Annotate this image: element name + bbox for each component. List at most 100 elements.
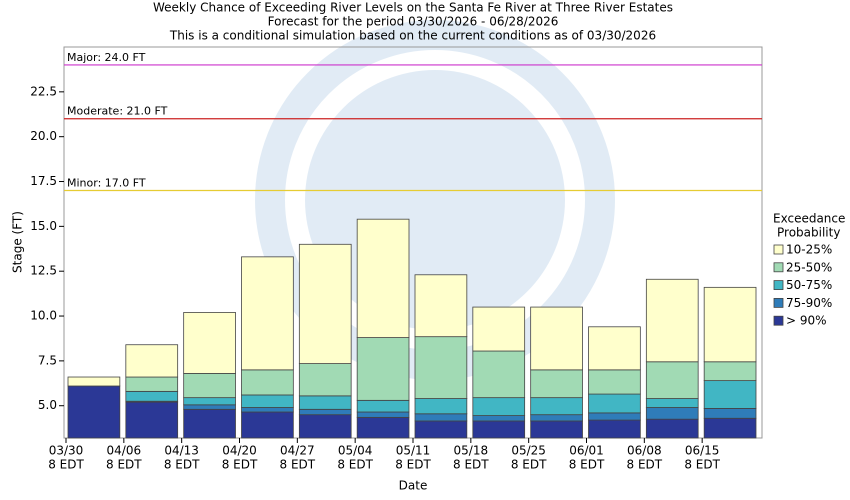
y-tick-label: 17.5 (30, 174, 57, 188)
bar-segment (183, 373, 236, 399)
y-tick-label: 15.0 (30, 219, 57, 233)
legend-title: Probability (777, 226, 840, 240)
x-tick-label: 06/01 (569, 444, 604, 458)
bar-segment (241, 256, 294, 371)
legend-swatch (773, 297, 784, 308)
bar-segment (183, 408, 236, 439)
bar-segment (588, 412, 641, 421)
bar-segment (125, 401, 179, 439)
y-tick-label: 10.0 (30, 309, 57, 323)
bar-segment (298, 414, 352, 439)
x-tick-sublabel: 8 EDT (280, 458, 316, 472)
legend-label: 25-50% (786, 260, 832, 274)
bar-segment (703, 361, 757, 382)
x-tick-sublabel: 8 EDT (511, 458, 547, 472)
bar-segment (414, 420, 468, 439)
bar-segment (472, 350, 526, 399)
y-tick-label: 20.0 (30, 129, 57, 143)
bar-segment (67, 385, 121, 439)
bar-segment (530, 397, 583, 416)
bar-segment (183, 404, 236, 410)
bar-segment (588, 419, 641, 439)
bar-segment (472, 415, 526, 422)
legend-swatch (773, 244, 784, 255)
bar-segment (183, 397, 236, 406)
bar-segment (356, 337, 410, 401)
threshold-label: Minor: 17.0 FT (67, 176, 146, 189)
y-tick-label: 12.5 (30, 264, 57, 278)
chart-subtitle: Forecast for the period 03/30/2026 - 06/… (268, 15, 559, 29)
x-tick-label: 04/06 (107, 444, 142, 458)
bar-segment (414, 274, 468, 338)
legend-swatch (773, 315, 784, 326)
x-tick-label: 04/27 (280, 444, 315, 458)
bar-segment (125, 390, 179, 402)
y-tick-label: 22.5 (30, 84, 57, 98)
bar-segment (298, 408, 352, 416)
bar-segment (414, 398, 468, 415)
y-tick-label: 7.5 (38, 353, 57, 367)
x-tick-sublabel: 8 EDT (48, 458, 84, 472)
bar-segment (356, 416, 410, 439)
bar-segment (703, 286, 757, 363)
bar-segment (241, 394, 294, 408)
bar-segment (241, 407, 294, 413)
legend-label: > 90% (786, 314, 827, 328)
bar-segment (241, 411, 294, 439)
bar-segment (472, 397, 526, 416)
x-tick-sublabel: 8 EDT (164, 458, 200, 472)
x-tick-sublabel: 8 EDT (453, 458, 489, 472)
x-tick-sublabel: 8 EDT (337, 458, 373, 472)
bar-segment (472, 420, 526, 439)
bar-segment (530, 306, 583, 371)
bar-segment (356, 399, 410, 413)
legend-swatch (773, 262, 784, 273)
x-tick-sublabel: 8 EDT (569, 458, 605, 472)
bar-segment (588, 393, 641, 414)
x-tick-sublabel: 8 EDT (627, 458, 663, 472)
bar-segment (703, 408, 757, 419)
x-tick-label: 06/15 (685, 444, 720, 458)
legend-label: 50-75% (786, 278, 832, 292)
x-tick-label: 05/11 (396, 444, 431, 458)
bar-segment (703, 417, 757, 439)
bar-segment (645, 278, 699, 363)
x-tick-label: 03/30 (49, 444, 84, 458)
bar-segment (645, 361, 699, 399)
chart-note: This is a conditional simulation based o… (169, 29, 656, 43)
legend-label: 75-90% (786, 296, 832, 310)
bar-segment (645, 418, 699, 439)
threshold-label: Moderate: 21.0 FT (67, 105, 168, 118)
bar-segment (183, 312, 236, 374)
bar-segment (530, 369, 583, 399)
y-axis-label: Stage (FT) (11, 211, 25, 273)
x-tick-label: 06/08 (627, 444, 662, 458)
legend-swatch (773, 280, 784, 291)
y-tick-label: 5.0 (38, 398, 57, 412)
threshold-label: Major: 24.0 FT (67, 51, 146, 64)
bar-segment (67, 376, 121, 387)
bar-segment (645, 407, 699, 420)
bar-segment (645, 398, 699, 408)
x-tick-sublabel: 8 EDT (395, 458, 431, 472)
bar-segment (414, 413, 468, 422)
bar-segment (530, 420, 583, 439)
bar-segment (241, 369, 294, 396)
bar-segment (414, 336, 468, 399)
x-tick-label: 04/20 (222, 444, 257, 458)
bar-segment (125, 376, 179, 392)
legend-label: 10-25% (786, 243, 832, 257)
x-tick-label: 05/18 (454, 444, 489, 458)
x-tick-label: 04/13 (164, 444, 199, 458)
x-tick-label: 05/04 (338, 444, 373, 458)
chart-title: Weekly Chance of Exceeding River Levels … (153, 1, 673, 15)
x-axis-label: Date (399, 479, 428, 493)
bar-segment (472, 306, 526, 352)
x-tick-sublabel: 8 EDT (222, 458, 258, 472)
bar-segment (588, 326, 641, 371)
bar-segment (298, 363, 352, 397)
x-tick-label: 05/25 (511, 444, 546, 458)
bar-segment (125, 344, 179, 378)
bar-segment (298, 395, 352, 410)
